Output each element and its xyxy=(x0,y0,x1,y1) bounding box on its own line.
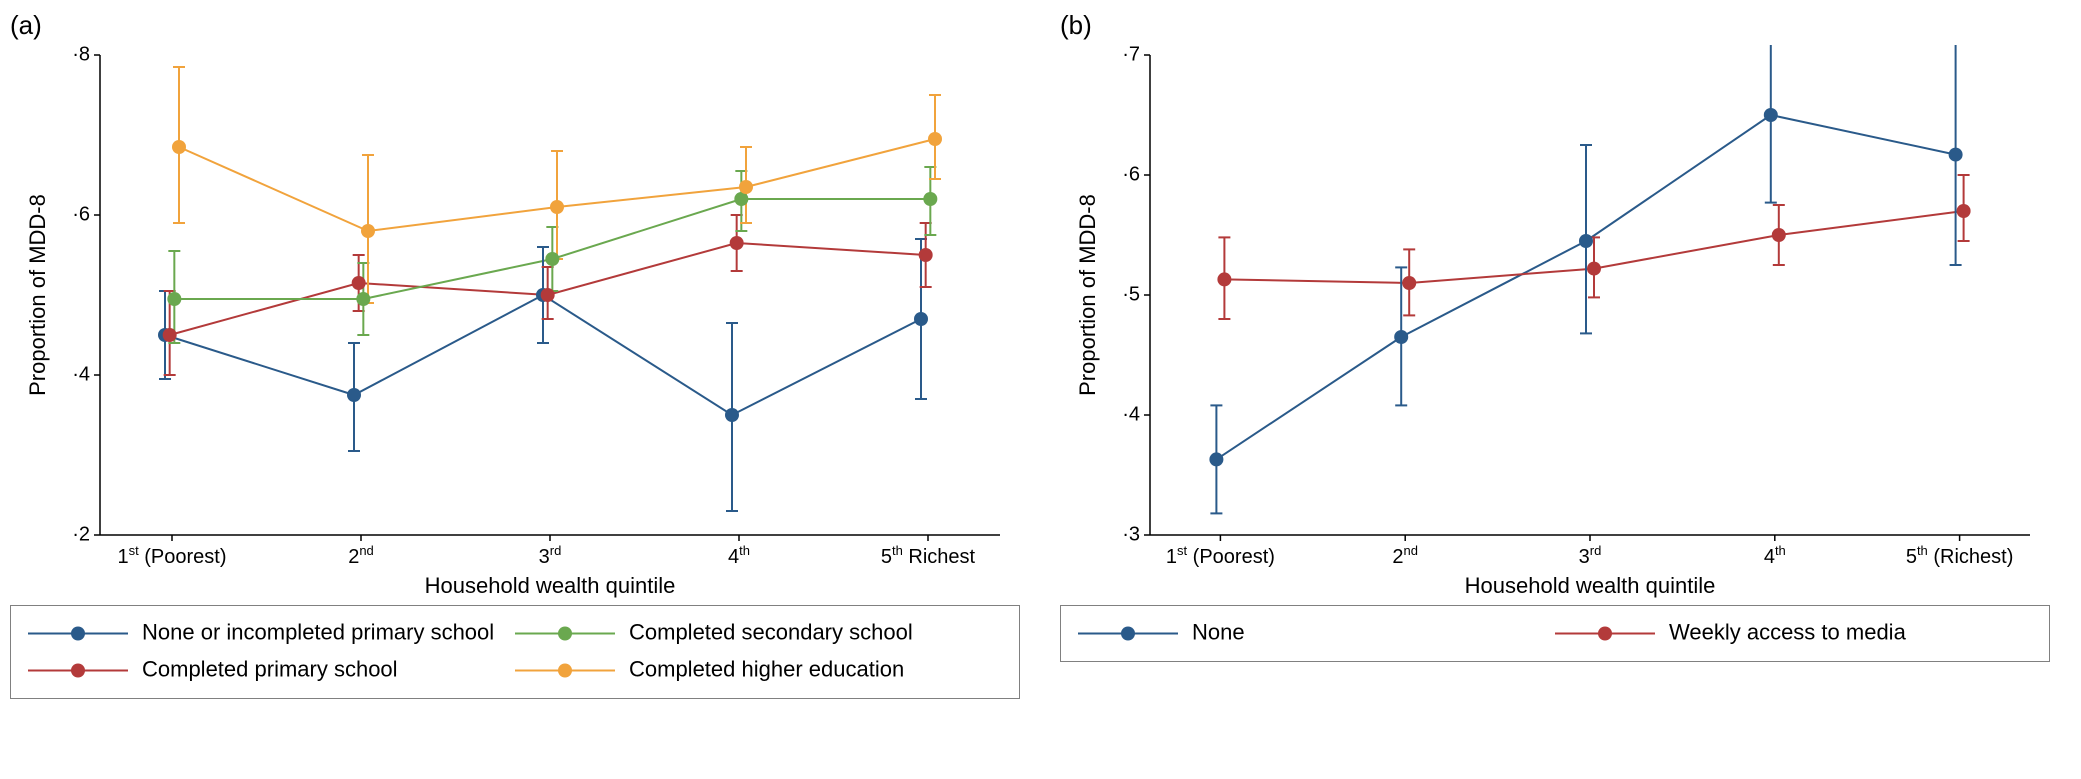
svg-text:·6: ·6 xyxy=(1122,163,1140,185)
svg-text:Completed higher education: Completed higher education xyxy=(629,656,904,681)
svg-text:Weekly access to media: Weekly access to media xyxy=(1669,619,1907,644)
panel-b: (b) ·3 ·4 ·5 ·6 ·7 1st (Poorest) 2nd 3rd 4th 5th … xyxy=(1060,10,2050,709)
svg-text:None or incompleted primary sc: None or incompleted primary school xyxy=(142,619,494,644)
svg-text:·5: ·5 xyxy=(1122,283,1140,305)
chart-b: ·3 ·4 ·5 ·6 ·7 1st (Poorest) 2nd 3rd 4th 5th (Ric… xyxy=(1060,45,2050,605)
svg-text:·3: ·3 xyxy=(1122,523,1140,545)
svg-text:·4: ·4 xyxy=(1122,403,1140,425)
svg-text:Completed secondary school: Completed secondary school xyxy=(629,619,913,644)
svg-text:1st (Poorest): 1st (Poorest) xyxy=(1166,543,1275,568)
svg-text:·2: ·2 xyxy=(72,523,90,545)
svg-text:1st (Poorest): 1st (Poorest) xyxy=(117,543,226,568)
panel-b-label: (b) xyxy=(1060,10,2050,41)
legend-a: None or incompleted primary school Comple… xyxy=(10,605,1020,709)
svg-text:Completed primary school: Completed primary school xyxy=(142,656,398,681)
svg-text:5th (Richest): 5th (Richest) xyxy=(1906,543,2014,568)
svg-text:5th Richest: 5th Richest xyxy=(881,543,976,568)
svg-text:4th: 4th xyxy=(1764,543,1786,568)
svg-text:2nd: 2nd xyxy=(348,543,374,568)
svg-text:·4: ·4 xyxy=(72,363,90,385)
legend-b: None Weekly access to media xyxy=(1060,605,2050,672)
svg-text:2nd: 2nd xyxy=(1392,543,1418,568)
svg-text:None: None xyxy=(1192,619,1245,644)
panel-a: (a) ·2 ·4 ·6 ·8 1st (Poorest) 2nd 3rd 4th 5th Ri… xyxy=(10,10,1020,709)
panel-a-label: (a) xyxy=(10,10,1020,41)
figure-container: (a) ·2 ·4 ·6 ·8 1st (Poorest) 2nd 3rd 4th 5th Ri… xyxy=(10,10,2070,709)
svg-text:·7: ·7 xyxy=(1122,45,1140,65)
svg-text:Household wealth quintile: Household wealth quintile xyxy=(1465,573,1716,598)
svg-text:4th: 4th xyxy=(728,543,750,568)
svg-text:3rd: 3rd xyxy=(1579,543,1602,568)
svg-text:·8: ·8 xyxy=(72,45,90,65)
svg-text:Proportion of MDD-8: Proportion of MDD-8 xyxy=(1075,194,1100,396)
svg-text:Household wealth quintile: Household wealth quintile xyxy=(425,573,676,598)
svg-text:3rd: 3rd xyxy=(539,543,562,568)
svg-text:Proportion of MDD-8: Proportion of MDD-8 xyxy=(25,194,50,396)
chart-a: ·2 ·4 ·6 ·8 1st (Poorest) 2nd 3rd 4th 5th Riches… xyxy=(10,45,1020,605)
svg-text:·6: ·6 xyxy=(72,203,90,225)
